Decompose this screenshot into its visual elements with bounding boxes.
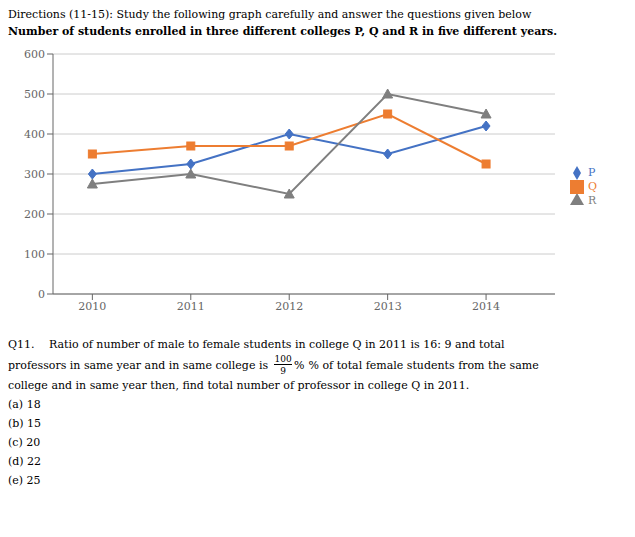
svg-text:2010: 2010	[78, 300, 106, 313]
html-text:college and in same year then,: college and in same year then, find tota…	[8, 379, 470, 392]
svg-text:400: 400	[24, 128, 45, 141]
svg-text:0: 0	[38, 288, 45, 301]
svg-text:2014: 2014	[472, 300, 500, 313]
html-text:Number of students enrolled in: Number of students enrolled in three dif…	[8, 25, 558, 38]
svg-text:2011: 2011	[177, 300, 205, 313]
html-text:(c) 20: (c) 20	[8, 436, 41, 449]
svg-text:600: 600	[24, 48, 45, 61]
html-text:Q11. Ratio of number of male t: Q11. Ratio of number of male to female s…	[8, 338, 505, 351]
svg-text:2013: 2013	[374, 300, 402, 313]
svg-text:2012: 2012	[275, 300, 303, 313]
html-text:9: 9	[280, 366, 286, 376]
svg-text:100: 100	[24, 248, 45, 261]
html-text:professors in same year and in: professors in same year and in same coll…	[8, 358, 269, 372]
svg-text:500: 500	[24, 88, 45, 101]
html-text:R: R	[588, 193, 597, 207]
html-text:(d) 22: (d) 22	[8, 455, 42, 468]
html-text:(b) 15: (b) 15	[8, 417, 42, 430]
html-text:P: P	[588, 165, 596, 179]
html-text:Q: Q	[588, 179, 597, 193]
html-text:(a) 18: (a) 18	[8, 398, 41, 411]
html-text:(e) 25: (e) 25	[8, 474, 41, 487]
html-text:Directions (11-15): Study the: Directions (11-15): Study the following …	[8, 8, 532, 21]
svg-text:200: 200	[24, 208, 45, 221]
svg-text:300: 300	[24, 168, 45, 181]
html-text:% % of total female students f: % % of total female students from the sa…	[294, 358, 539, 372]
html-text:100: 100	[274, 354, 292, 364]
